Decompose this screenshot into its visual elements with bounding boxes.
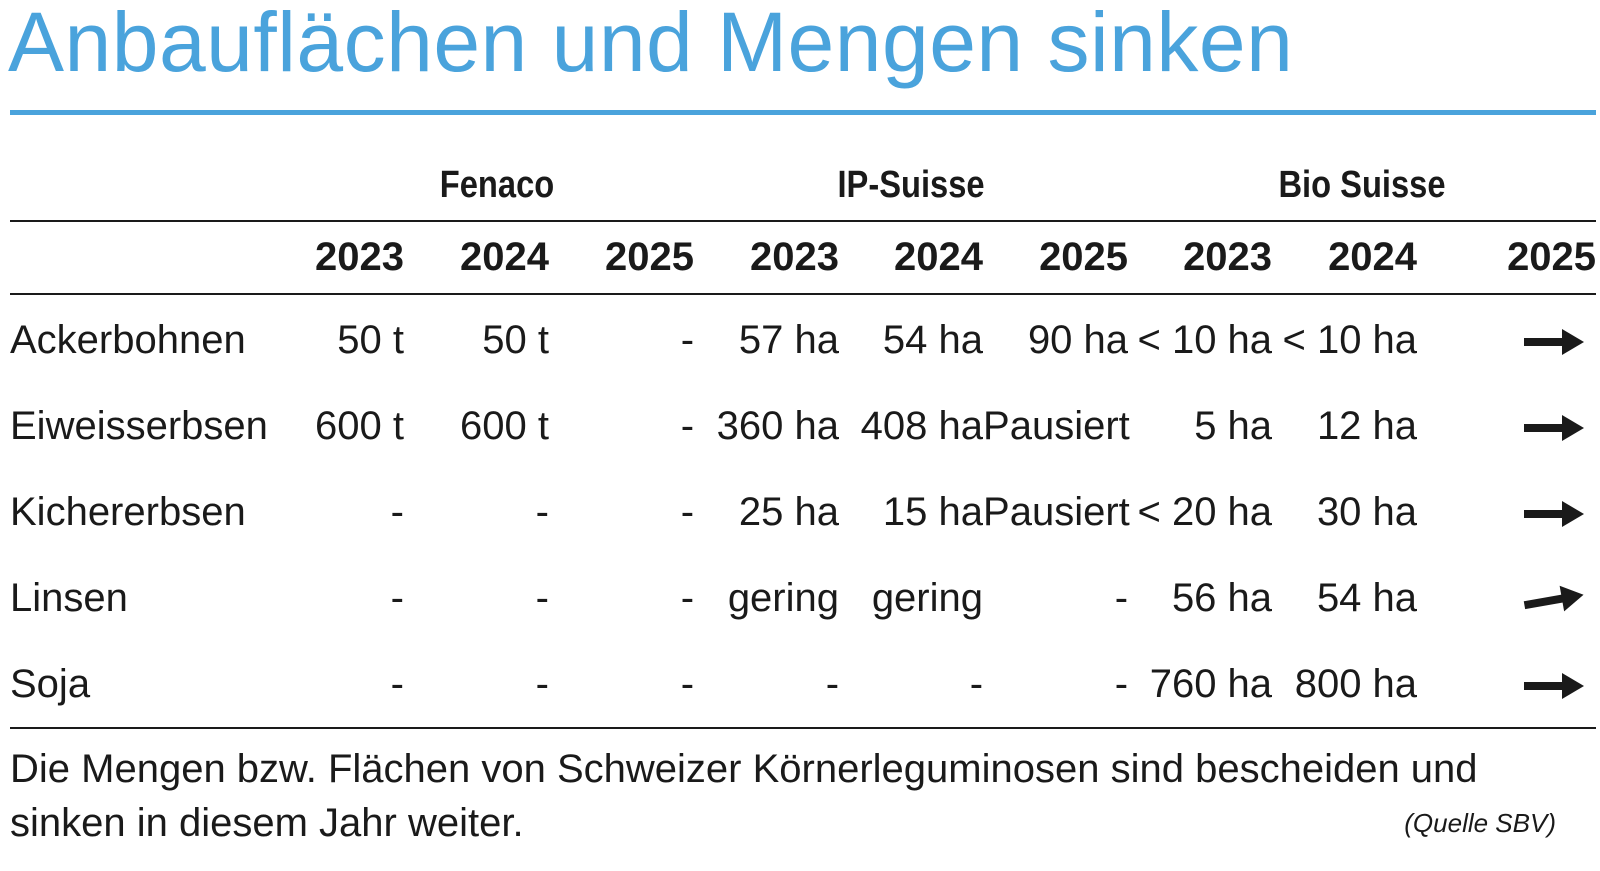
table-row: Ackerbohnen 50 t 50 t -57 ha 54 ha 90 ha < 10 … [10,294,1596,383]
table-cell: 57 ha [738,317,840,362]
table-body: Ackerbohnen 50 t 50 t -57 ha 54 ha 90 ha < 10 … [10,294,1597,729]
table-cell: - [390,575,404,620]
title-rule [10,110,1596,115]
table-cell: - [549,641,695,729]
year-header: 2025 [1417,221,1597,295]
table-cell: < 10 ha [1282,317,1418,362]
table-cell: 360 ha [716,403,840,448]
table-cell: - [680,575,695,620]
year-header: 2024 [404,221,549,295]
crop-name: Soja [10,641,300,729]
crop-name: Eiweisserbsen [10,403,268,448]
page-title: Anbauflächen und Mengen sinken [8,0,1294,89]
arrow-right-icon [1524,672,1585,699]
arrow-right-icon [1524,414,1585,441]
group-header: Bio Suisse [1160,150,1564,222]
footnote: Die Mengen bzw. Flächen von Schweizer Kö… [10,747,1478,845]
table-cell: Pausiert [983,403,1130,448]
arrow-right-icon [1524,328,1585,355]
table-cell: < 20 ha [1137,489,1273,534]
group-header: IP-Suisse [724,150,1098,222]
table-cell: - [680,403,695,448]
table-cell: Pausiert [983,489,1130,534]
table-cell: - [839,641,984,729]
table-cell: 50 t [482,317,549,362]
arrow-right-icon [1524,500,1585,527]
table-cell: 30 ha [1316,489,1418,534]
table-cell: 15 ha [882,489,984,534]
year-header: 2023 [300,221,404,295]
crop-name: Linsen [10,575,128,620]
year-header-row: 2023 2024 2025 2023 2024 2025 2023 2024 2025 [10,221,1597,295]
group-header-spacer [10,150,300,222]
table-cell: 5 ha [1194,403,1273,448]
table-cell: 600 t [460,403,549,448]
table-cell: 760 ha [1128,641,1273,729]
source-note: (Quelle SBV) [1404,808,1556,838]
table-cell: 408 ha [860,403,984,448]
year-header: 2024 [839,221,984,295]
table-cell: gering [871,575,984,620]
year-header: 2023 [694,221,840,295]
table-cell: - [404,641,549,729]
year-header: 2025 [983,221,1129,295]
group-header: Fenaco [327,150,667,222]
crop-name: Ackerbohnen [10,317,246,362]
group-header-row: Fenaco IP-Suisse Bio Suisse [10,150,1596,222]
table-cell: - [535,575,549,620]
table-cell: 50 t [337,317,404,362]
table-cell: 25 ha [738,489,840,534]
table-row: Linsen - - - gering gering -56 ha 54 ha [10,555,1596,641]
trend-arrow-cell [1417,383,1596,469]
arrow-right-icon [1523,585,1584,612]
table-cell: - [535,489,549,534]
trend-arrow-cell [1417,469,1596,555]
table-cell: - [680,317,695,362]
table-cell: - [983,641,1129,729]
data-table: Fenaco IP-Suisse Bio Suisse 2023 2024 2025 20… [10,150,1597,729]
table-cell: - [680,489,695,534]
table-row: Eiweisserbsen 600 t 600 t -360 ha 408 ha Paus… [10,383,1596,469]
table-cell: 54 ha [1316,575,1418,620]
table-row: Kichererbsen - - -25 ha 15 ha Pausiert < 20 ha… [10,469,1596,555]
table-row: Soja - - - - - -760 ha 800 ha [10,641,1597,729]
table-cell: 56 ha [1171,575,1273,620]
table-cell: 54 ha [882,317,984,362]
table-cell: 90 ha [1027,317,1129,362]
table-cell: 800 ha [1272,641,1418,729]
year-header: 2025 [549,221,695,295]
year-header: 2023 [1128,221,1273,295]
table-cell: gering [727,575,840,620]
year-header: 2024 [1272,221,1418,295]
table-cell: - [300,641,404,729]
trend-arrow-cell [1417,641,1597,729]
table-cell: < 10 ha [1137,317,1273,362]
trend-arrow-cell [1417,294,1596,383]
crop-name: Kichererbsen [10,489,246,534]
trend-arrow-cell [1417,555,1596,641]
year-header-spacer [10,221,300,295]
table-cell: - [694,641,840,729]
table-cell: 600 t [315,403,404,448]
table-cell: - [1114,575,1129,620]
table-cell: - [390,489,404,534]
table-cell: 12 ha [1316,403,1418,448]
